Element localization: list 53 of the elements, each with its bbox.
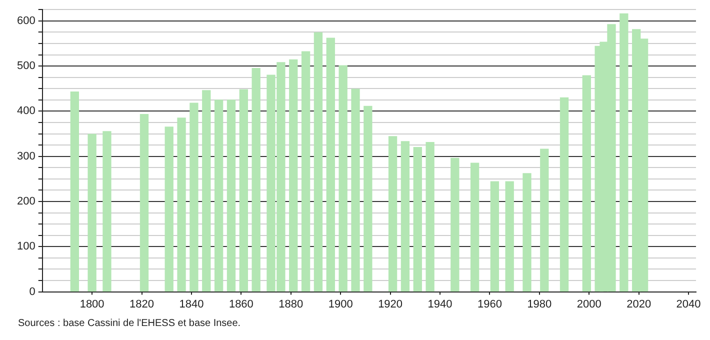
bar	[301, 51, 310, 292]
bar	[470, 162, 480, 292]
x-tick-label: 1800	[80, 298, 104, 310]
bar	[102, 131, 112, 292]
bar	[620, 13, 628, 292]
bar	[582, 75, 591, 292]
bar	[522, 173, 532, 292]
bar	[540, 148, 549, 292]
y-tick-label: 500	[16, 60, 36, 72]
bar	[326, 38, 335, 292]
x-tick-label: 2020	[626, 298, 652, 310]
y-tick-label: 400	[16, 105, 36, 118]
y-tick-label: 600	[16, 14, 36, 27]
x-tick-label: 1840	[179, 298, 204, 310]
bar	[190, 102, 198, 292]
x-tick-label: 1940	[428, 298, 452, 310]
x-tick-label: 1980	[527, 298, 552, 310]
bar	[388, 136, 398, 292]
bar	[560, 97, 569, 292]
bar	[351, 88, 360, 292]
x-tick-label: 1820	[130, 298, 154, 310]
bar	[70, 91, 79, 292]
bar	[505, 181, 514, 292]
bar	[202, 90, 211, 292]
y-tick-label: 300	[16, 150, 36, 162]
bar	[364, 106, 372, 292]
bar	[289, 59, 298, 292]
bar	[239, 89, 248, 292]
bar	[314, 32, 323, 292]
bar	[88, 134, 96, 292]
bar	[226, 100, 236, 292]
bar	[338, 65, 348, 292]
x-tick-label: 1920	[378, 298, 403, 310]
bar	[214, 100, 224, 292]
bar	[140, 114, 149, 292]
bar	[450, 158, 460, 292]
x-tick-label: 1900	[328, 298, 353, 310]
bar	[164, 126, 174, 292]
y-tick-label: 0	[29, 286, 36, 298]
bar	[413, 146, 422, 292]
x-tick-label: 2000	[576, 298, 602, 310]
y-tick-label: 100	[16, 240, 36, 253]
x-tick-label: 1880	[278, 298, 304, 310]
source-note: Sources : base Cassini de l'EHESS et base Insee.	[18, 318, 241, 329]
bar	[177, 118, 186, 292]
x-tick-label: 2040	[676, 298, 701, 310]
bar	[426, 142, 434, 292]
x-tick-label: 1860	[228, 298, 254, 310]
y-tick-label: 200	[16, 196, 36, 208]
bar	[400, 141, 410, 292]
x-tick-label: 1960	[477, 298, 502, 310]
bar	[252, 68, 260, 292]
bar	[490, 181, 500, 292]
